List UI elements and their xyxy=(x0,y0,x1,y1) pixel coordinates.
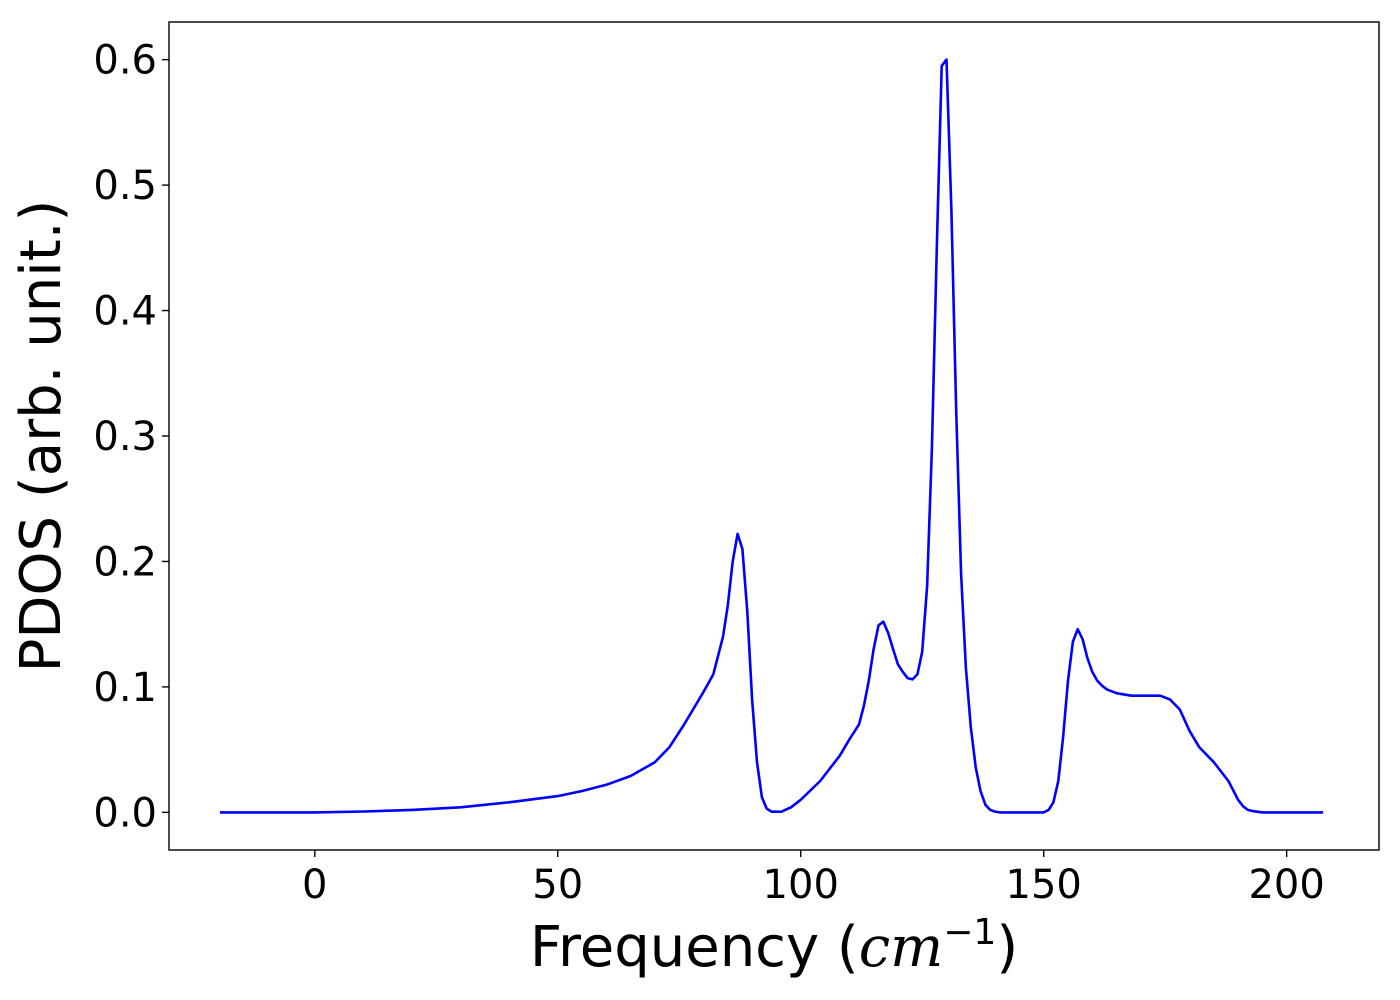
x-tick-label: 100 xyxy=(763,862,839,908)
y-tick-label: 0.3 xyxy=(93,414,157,460)
x-tick-label: 150 xyxy=(1006,862,1082,908)
y-tick-label: 0.0 xyxy=(93,790,157,836)
plot-frame xyxy=(168,21,1380,851)
x-tick-label: 50 xyxy=(532,862,583,908)
pdos-series-line xyxy=(220,58,1324,814)
y-axis-label: PDOS (arb. unit.) xyxy=(9,200,74,673)
x-tick-label: 200 xyxy=(1248,862,1324,908)
y-tick-label: 0.5 xyxy=(93,163,157,209)
y-tick-label: 0.6 xyxy=(93,38,157,84)
y-tick-label: 0.1 xyxy=(93,665,157,711)
y-tick-label: 0.2 xyxy=(93,539,157,585)
plot-background xyxy=(169,22,1379,850)
y-axis-ticks: 0.0 0.1 0.2 0.3 0.4 0.5 0.6 xyxy=(93,38,169,836)
y-tick-label: 0.4 xyxy=(93,289,157,335)
x-axis-ticks: 0 50 100 150 200 xyxy=(302,850,1325,908)
x-axis-label: Frequency (cm−1) xyxy=(530,912,1018,980)
x-tick-label: 0 xyxy=(302,862,327,908)
